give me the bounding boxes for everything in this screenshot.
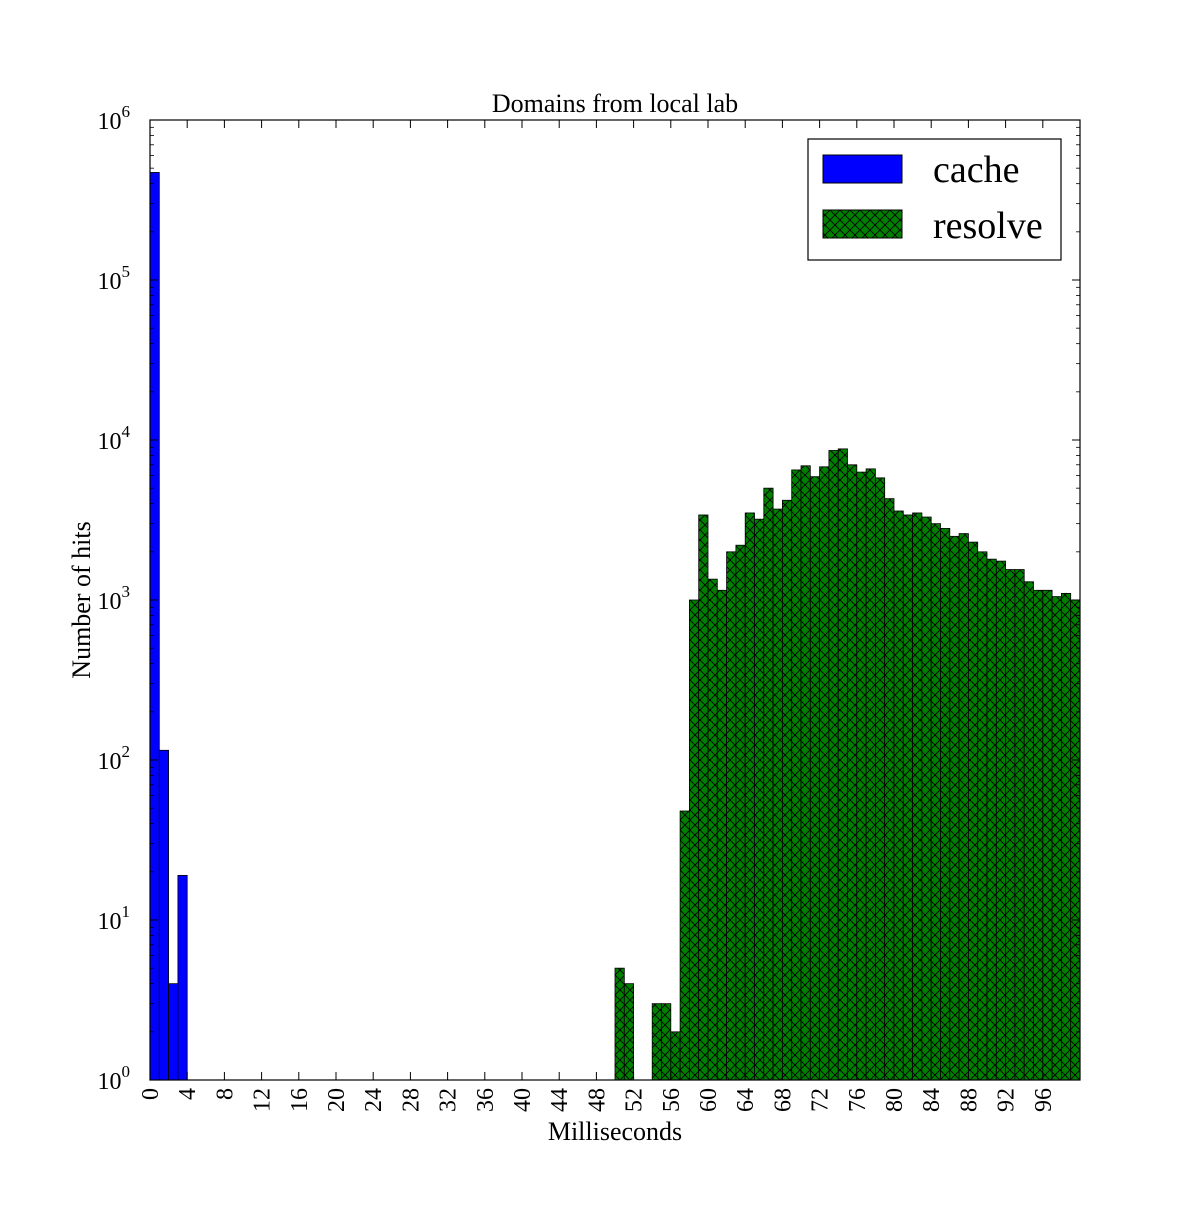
x-tick-label: 56 [659,1088,685,1112]
bar-hatch-resolve-72 [819,466,829,1080]
x-tick-label: 28 [398,1088,424,1112]
bar-hatch-resolve-67 [773,509,783,1080]
y-tick-label: 100 [98,1062,131,1095]
y-tick-label: 104 [98,422,131,455]
x-tick-label: 0 [138,1088,164,1100]
y-tick-label: 101 [98,902,131,935]
chart-title: Domains from local lab [492,89,738,118]
x-tick-label: 4 [175,1088,201,1100]
bar-hatch-resolve-62 [726,551,736,1080]
bar-hatch-resolve-80 [894,510,904,1081]
bar-hatch-resolve-91 [996,561,1006,1080]
bar-hatch-resolve-97 [1052,596,1062,1080]
bar-hatch-resolve-93 [1014,569,1025,1080]
bar-hatch-resolve-84 [931,523,941,1080]
bar-hatch-resolve-85 [940,528,950,1080]
bar-hatch-resolve-92 [1005,569,1015,1080]
x-tick-label: 72 [808,1088,834,1112]
bar-hatch-resolve-78 [875,477,885,1080]
x-tick-label: 80 [882,1088,908,1112]
bar-hatch-resolve-73 [828,450,839,1081]
x-tick-label: 16 [287,1088,313,1112]
x-tick-label: 36 [473,1088,499,1112]
y-tick-labels: 100 101 102 103 104 105 106 [98,102,131,1095]
x-tick-label: 84 [919,1088,945,1112]
bar-hatch-resolve-51 [624,983,634,1080]
bar-hatch-resolve-68 [782,500,792,1080]
bar-hatch-resolve-79 [884,498,894,1081]
y-tick-label: 106 [98,102,131,135]
x-tick-label: 20 [324,1088,350,1112]
x-axis-title: Milliseconds [548,1117,682,1146]
x-tick-label: 48 [584,1088,610,1112]
x-tick-labels: 0 4 8 12 16 20 24 28 32 36 40 44 48 52 56 60 64 68 72 76 80 8… [138,1088,1057,1112]
bar-hatch-resolve-66 [763,488,774,1080]
x-tick-label: 64 [733,1088,759,1112]
legend-swatch-cache [822,154,903,184]
bar-hatch-resolve-82 [912,512,922,1080]
x-tick-label: 8 [212,1088,238,1100]
x-tick-label: 76 [845,1088,871,1112]
bar-hatch-resolve-64 [745,512,755,1080]
x-tick-label: 96 [1031,1088,1057,1112]
bar-hatch-resolve-61 [717,590,727,1080]
bar-hatch-resolve-94 [1024,581,1034,1080]
bars-layer [149,172,1081,1081]
bar-cache-3 [177,874,188,1081]
x-tick-label: 88 [956,1088,982,1112]
bar-hatch-resolve-76 [856,472,867,1081]
bar-hatch-resolve-90 [987,559,997,1080]
bar-hatch-resolve-81 [903,514,913,1080]
bar-hatch-resolve-83 [921,517,932,1080]
bar-hatch-resolve-58 [689,600,699,1080]
bar-hatch-resolve-60 [708,579,718,1080]
x-tick-label: 92 [994,1088,1020,1112]
bar-hatch-resolve-70 [801,465,811,1080]
bar-hatch-resolve-50 [615,968,625,1080]
x-tick-label: 32 [436,1088,462,1112]
bar-cache-0 [149,172,160,1081]
legend-label-resolve: resolve [933,205,1043,247]
bar-hatch-resolve-56 [670,1031,681,1080]
bar-hatch-resolve-75 [847,464,857,1080]
bar-hatch-resolve-98 [1061,593,1071,1080]
bar-hatch-resolve-95 [1033,590,1043,1080]
bar-hatch-resolve-88 [968,542,978,1080]
bar-hatch-resolve-65 [754,519,764,1080]
bar-cache-1 [158,749,170,1081]
bar-cache-2 [168,983,179,1081]
bar-hatch-resolve-74 [838,448,848,1080]
x-tick-label: 44 [547,1088,573,1112]
bar-hatch-resolve-86 [949,536,960,1080]
legend: cache resolve [807,138,1062,261]
legend-label-cache: cache [933,149,1019,191]
bar-hatch-resolve-55 [661,1003,671,1080]
plot-frame [149,119,1081,1081]
y-tick-label: 102 [98,742,131,775]
bar-hatch-resolve-96 [1042,590,1053,1080]
bar-hatch-resolve-63 [735,545,746,1080]
bar-hatch-resolve-89 [977,551,987,1080]
x-tick-label: 60 [696,1088,722,1112]
x-tick-label: 68 [770,1088,796,1112]
x-tick-label: 52 [622,1088,648,1112]
bar-hatch-resolve-54 [652,1003,662,1080]
legend-swatch-resolve-hatch [823,210,902,238]
y-axis-title: Number of hits [67,521,96,678]
x-tick-label: 12 [250,1088,276,1112]
bar-hatch-resolve-99 [1070,600,1080,1080]
y-tick-label: 105 [98,262,131,295]
bar-hatch-resolve-87 [959,533,969,1080]
bar-hatch-resolve-71 [810,476,820,1080]
bar-hatch-resolve-77 [866,468,876,1081]
y-tick-label: 103 [98,582,131,615]
bar-hatch-resolve-57 [680,811,690,1080]
x-tick-label: 24 [361,1088,387,1112]
bar-hatch-resolve-59 [698,514,708,1080]
x-tick-label: 40 [510,1088,536,1112]
bar-hatch-resolve-69 [791,469,801,1081]
ticks-layer [149,119,1080,1081]
